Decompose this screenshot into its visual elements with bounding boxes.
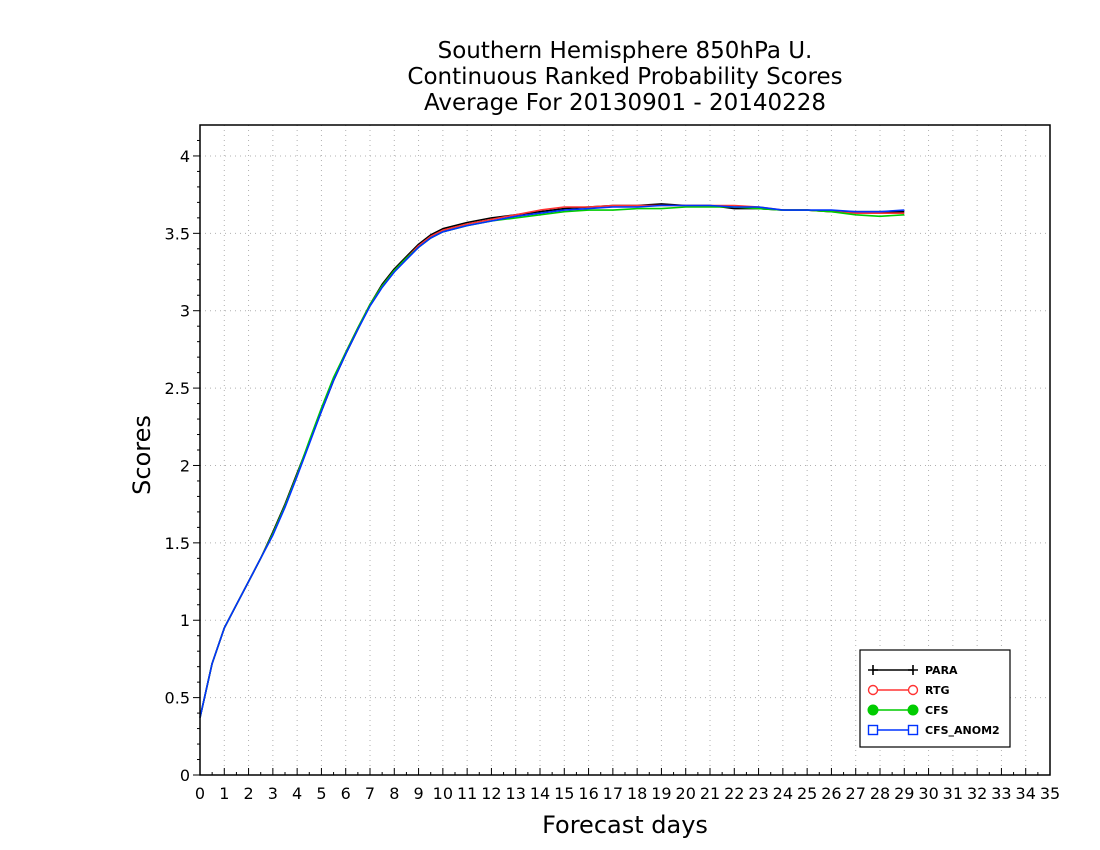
y-tick-label: 2 [180, 456, 190, 475]
y-axis-title: Scores [128, 415, 156, 495]
x-tick-label: 11 [457, 784, 477, 803]
y-tick-label: 1.5 [165, 534, 190, 553]
x-tick-label: 30 [918, 784, 938, 803]
x-tick-label: 31 [943, 784, 963, 803]
legend-label-rtg: RTG [925, 684, 950, 697]
x-tick-label: 7 [365, 784, 375, 803]
x-tick-label: 26 [821, 784, 841, 803]
x-tick-label: 27 [846, 784, 866, 803]
series-line-rtg [199, 204, 905, 718]
x-tick-label: 20 [676, 784, 696, 803]
x-tick-label: 0 [195, 784, 205, 803]
chart-title-line-1: Southern Hemisphere 850hPa U. [438, 38, 813, 64]
y-tick-label: 1 [180, 611, 190, 630]
legend-box [859, 649, 1011, 748]
data-series [199, 203, 905, 718]
x-tick-label: 3 [268, 784, 278, 803]
x-tick-label: 17 [603, 784, 623, 803]
legend: PARA RTG CFS CFS_ANOM2 [859, 649, 1011, 748]
series-line-cfs-anom2 [199, 204, 905, 718]
grid-lines [200, 125, 1050, 775]
x-tick-label: 29 [894, 784, 914, 803]
x-axis-title: Forecast days [542, 811, 708, 839]
x-tick-label: 35 [1040, 784, 1060, 803]
x-tick-label: 12 [481, 784, 501, 803]
x-tick-label: 21 [700, 784, 720, 803]
y-tick-label: 3 [180, 302, 190, 321]
legend-marker-rtg [867, 684, 879, 696]
legend-label-cfs-anom2: CFS_ANOM2 [925, 724, 1000, 737]
x-tick-label: 8 [389, 784, 399, 803]
x-tick-label: 5 [316, 784, 326, 803]
legend-marker-para [908, 665, 918, 675]
x-tick-label: 15 [554, 784, 574, 803]
chart-title-line-2: Continuous Ranked Probability Scores [407, 64, 842, 90]
y-tick-label: 4 [180, 147, 190, 166]
series-line-cfs [199, 206, 905, 718]
legend-marker-rtg [907, 684, 919, 696]
x-tick-label: 16 [578, 784, 598, 803]
x-tick-label: 19 [651, 784, 671, 803]
x-tick-label: 33 [991, 784, 1011, 803]
x-tick-label: 24 [773, 784, 793, 803]
y-tick-label: 2.5 [165, 379, 190, 398]
legend-label-para: PARA [925, 664, 958, 677]
plot-frame [199, 124, 1051, 776]
x-tick-label: 4 [292, 784, 302, 803]
x-tick-label: 10 [433, 784, 453, 803]
chart-title: Southern Hemisphere 850hPa U. Continuous… [407, 38, 842, 116]
x-tick-label: 2 [243, 784, 253, 803]
x-tick-label: 34 [1016, 784, 1036, 803]
legend-marker-cfs-anom2 [867, 724, 879, 736]
legend-marker-cfs [867, 704, 879, 716]
x-tick-label: 23 [748, 784, 768, 803]
x-tick-label: 9 [413, 784, 423, 803]
x-tick-label: 14 [530, 784, 550, 803]
x-tick-label: 28 [870, 784, 890, 803]
y-tick-label: 0 [180, 766, 190, 785]
axis-ticks: 0 1 2 3 4 5 6 7 8 9 10 11 12 13 14 15 16 17 18 19 20 21 22 23 24… [165, 139, 1060, 803]
chart-title-line-3: Average For 20130901 - 20140228 [424, 90, 826, 116]
legend-marker-cfs [907, 704, 919, 716]
x-tick-label: 25 [797, 784, 817, 803]
x-tick-label: 22 [724, 784, 744, 803]
x-tick-label: 1 [219, 784, 229, 803]
y-tick-label: 0.5 [165, 689, 190, 708]
legend-marker-para [868, 665, 878, 675]
y-tick-label: 3.5 [165, 224, 190, 243]
x-tick-label: 18 [627, 784, 647, 803]
x-tick-label: 6 [341, 784, 351, 803]
x-tick-label: 13 [506, 784, 526, 803]
legend-label-cfs: CFS [925, 704, 949, 717]
x-tick-label: 32 [967, 784, 987, 803]
legend-marker-cfs-anom2 [907, 724, 919, 736]
series-line-para [199, 203, 905, 718]
